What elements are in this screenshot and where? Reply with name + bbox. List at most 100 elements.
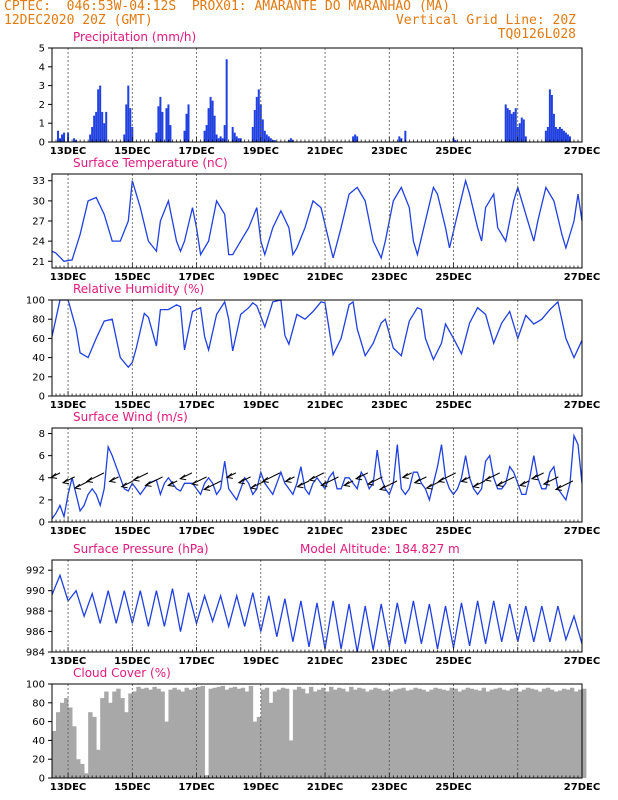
precipitation-bar: [89, 134, 92, 142]
cloud-bar: [300, 688, 306, 778]
precipitation-bar: [560, 128, 563, 142]
cloud-bar: [228, 687, 234, 778]
wind-arrow-shaft: [191, 476, 207, 485]
cloud-bar: [220, 685, 226, 778]
precipitation-bar: [546, 126, 549, 142]
precipitation-bar: [398, 136, 401, 142]
temperature-xtick-label: 17DEC: [178, 272, 214, 283]
precipitation-bar: [251, 126, 254, 142]
cloud-bar: [473, 689, 479, 778]
wind-arrow-shaft: [321, 476, 339, 486]
humidity-xtick-label: 15DEC: [114, 400, 150, 411]
wind-arrow-head: [354, 474, 363, 481]
precipitation-bar: [129, 108, 132, 142]
wind-arrow-shaft: [367, 476, 383, 485]
precipitation-bar: [558, 126, 561, 142]
precipitation-bar: [235, 136, 238, 142]
wind-arrow-shaft: [203, 480, 222, 490]
cloud-bar: [337, 687, 342, 778]
precipitation-bar: [225, 59, 228, 142]
wind-arrow-shaft: [543, 476, 559, 485]
temperature-title: Surface Temperature (nC): [73, 156, 228, 170]
cloud-bar: [393, 689, 398, 778]
cloud-bar: [204, 775, 209, 778]
cloud-bar: [377, 688, 382, 778]
cloud-xtick-label: 15DEC: [114, 782, 150, 793]
precipitation-xtick-label: 23DEC: [371, 146, 407, 157]
cloud-bar: [184, 687, 189, 778]
cloud-bar: [465, 687, 470, 778]
wind-arrow-shaft: [438, 472, 456, 482]
precipitation-bar: [263, 130, 266, 142]
wind-arrow-head: [320, 481, 328, 487]
pressure-title: Surface Pressure (hPa): [73, 542, 209, 556]
cloud-xtick-label: 13DEC: [50, 782, 86, 793]
precipitation-bar: [125, 104, 128, 142]
cloud-bar: [405, 690, 410, 778]
humidity-ytick-label: 0: [39, 392, 45, 403]
cloud-bar: [573, 691, 579, 778]
pressure-ytick-label: 986: [26, 627, 45, 638]
cloud-bar: [325, 691, 330, 778]
cloud-bar: [433, 687, 438, 778]
temperature-ytick-label: 27: [32, 217, 45, 228]
precipitation-xtick-label: 13DEC: [50, 146, 86, 157]
precipitation-bar: [73, 138, 76, 142]
wind-series-line: [51, 433, 583, 520]
cloud-bar: [485, 691, 491, 778]
pressure-xtick-label: 25DEC: [435, 656, 471, 667]
wind-arrow-head: [179, 474, 187, 481]
wind-arrow-head: [378, 485, 387, 491]
wind-arrow-head: [108, 476, 116, 483]
cloud-bar: [84, 773, 89, 778]
precipitation-bar: [95, 111, 98, 142]
precipitation-title: Precipitation (mm/h): [73, 30, 196, 44]
cloud-bar: [192, 687, 197, 778]
cloud-ytick-label: 100: [26, 680, 45, 691]
wind-arrow-head: [437, 477, 445, 483]
cloud-bar: [196, 686, 201, 778]
precipitation-bar: [550, 95, 553, 142]
header-date-line: 12DEC2020 20Z (GMT): [4, 13, 153, 28]
cloud-bar: [308, 686, 314, 778]
precipitation-bar: [524, 136, 527, 142]
precipitation-bar: [185, 113, 188, 142]
precipitation-bar: [57, 130, 60, 142]
wind-arrow-head: [496, 481, 504, 487]
cloud-bar: [549, 689, 555, 778]
cloud-bar: [200, 685, 205, 778]
cloud-bar: [582, 688, 587, 778]
pressure-ytick-label: 984: [26, 648, 45, 659]
cloud-bar: [128, 693, 133, 778]
wind-ytick-label: 2: [39, 495, 45, 506]
cloud-xtick-label: 27DEC: [564, 782, 600, 793]
cloud-bar: [292, 689, 298, 778]
cloud-bar: [288, 740, 294, 778]
cloud-bar: [216, 686, 222, 778]
precipitation-bar: [552, 113, 555, 142]
wind-ytick-label: 6: [39, 451, 45, 462]
precipitation-ytick-label: 5: [39, 44, 45, 55]
pressure-series-line: [51, 573, 583, 653]
header-grid-line-info: Vertical Grid Line: 20Z: [395, 13, 576, 28]
temperature-xtick-label: 15DEC: [114, 272, 150, 283]
wind-arrow-head: [530, 474, 539, 481]
precipitation-bar: [211, 100, 214, 142]
temperature-ytick-label: 30: [32, 196, 45, 207]
cloud-bar: [164, 721, 169, 778]
precipitation-bar: [522, 119, 525, 142]
wind-arrow-head: [554, 485, 562, 491]
cloud-bar: [561, 688, 567, 778]
wind-arrow-head: [401, 472, 409, 479]
precipitation-ytick-label: 1: [39, 119, 45, 130]
wind-arrow-shaft: [309, 472, 325, 481]
cloud-bar: [272, 691, 278, 778]
pressure-xtick-label: 21DEC: [307, 656, 343, 667]
temperature-ytick-label: 33: [32, 176, 45, 187]
wind-arrow-head: [225, 472, 233, 479]
wind-arrow-head: [413, 478, 421, 485]
cloud-bar: [341, 688, 346, 778]
cloud-bar: [413, 687, 418, 778]
cloud-bar: [453, 688, 458, 778]
wind-arrow-head: [366, 479, 375, 486]
